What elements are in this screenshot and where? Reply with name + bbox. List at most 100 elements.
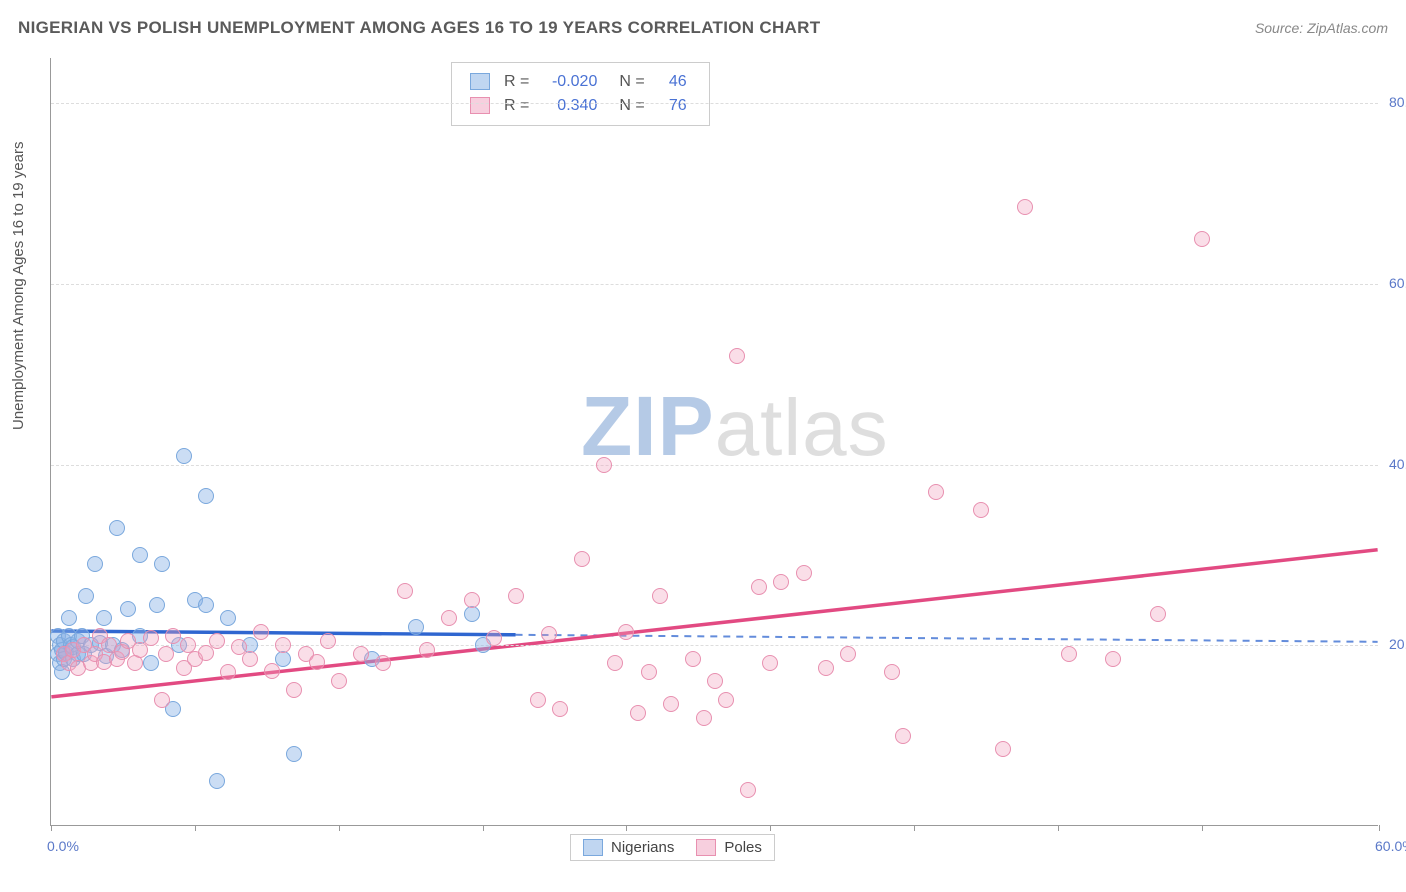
legend-swatch (696, 839, 716, 856)
x-tick (339, 825, 340, 831)
scatter-point-poles (552, 701, 568, 717)
scatter-point-poles (1105, 651, 1121, 667)
legend-series-label: Poles (724, 839, 762, 856)
scatter-point-poles (158, 646, 174, 662)
x-tick (51, 825, 52, 831)
scatter-point-poles (353, 646, 369, 662)
scatter-point-poles (696, 710, 712, 726)
scatter-point-poles (320, 633, 336, 649)
scatter-point-poles (818, 660, 834, 676)
scatter-point-nigerians (198, 488, 214, 504)
scatter-point-poles (718, 692, 734, 708)
legend-item: Poles (696, 839, 762, 856)
scatter-point-poles (895, 728, 911, 744)
scatter-point-poles (840, 646, 856, 662)
scatter-point-poles (127, 655, 143, 671)
scatter-point-poles (264, 663, 280, 679)
scatter-point-poles (1017, 199, 1033, 215)
legend-item: Nigerians (583, 839, 674, 856)
gridline (51, 284, 1378, 285)
scatter-point-nigerians (209, 773, 225, 789)
scatter-point-poles (729, 348, 745, 364)
scatter-point-nigerians (198, 597, 214, 613)
trend-lines (51, 58, 1378, 825)
legend-n-label: N = (605, 95, 650, 117)
scatter-point-poles (165, 628, 181, 644)
x-tick-label: 0.0% (47, 838, 79, 854)
scatter-point-poles (1061, 646, 1077, 662)
legend-swatch (583, 839, 603, 856)
scatter-point-poles (995, 741, 1011, 757)
scatter-point-nigerians (408, 619, 424, 635)
gridline (51, 465, 1378, 466)
scatter-point-poles (773, 574, 789, 590)
scatter-point-poles (209, 633, 225, 649)
legend-series-label: Nigerians (611, 839, 674, 856)
correlation-legend: R =-0.020N =46R =0.340N =76 (451, 62, 710, 126)
scatter-point-poles (464, 592, 480, 608)
legend-n-label: N = (605, 71, 650, 93)
watermark: ZIPatlas (581, 378, 889, 475)
scatter-point-poles (928, 484, 944, 500)
scatter-point-poles (253, 624, 269, 640)
gridline (51, 103, 1378, 104)
scatter-point-poles (740, 782, 756, 798)
x-tick (195, 825, 196, 831)
x-tick (483, 825, 484, 831)
scatter-point-poles (796, 565, 812, 581)
legend-r-value: -0.020 (543, 73, 597, 91)
y-tick-label: 20.0% (1389, 636, 1406, 652)
legend-n-value: 46 (659, 73, 687, 91)
y-tick-label: 60.0% (1389, 275, 1406, 291)
y-tick-label: 80.0% (1389, 94, 1406, 110)
scatter-point-poles (275, 637, 291, 653)
scatter-point-poles (486, 630, 502, 646)
scatter-point-nigerians (176, 448, 192, 464)
scatter-point-poles (596, 457, 612, 473)
series-legend: Nigerians Poles (570, 834, 775, 861)
scatter-point-nigerians (286, 746, 302, 762)
scatter-point-poles (309, 654, 325, 670)
scatter-point-poles (331, 673, 347, 689)
legend-r-label: R = (498, 95, 535, 117)
x-tick (770, 825, 771, 831)
scatter-point-poles (630, 705, 646, 721)
scatter-point-poles (618, 624, 634, 640)
scatter-point-poles (286, 682, 302, 698)
scatter-point-poles (541, 626, 557, 642)
x-tick (914, 825, 915, 831)
legend-swatch (470, 73, 490, 90)
scatter-point-poles (441, 610, 457, 626)
scatter-point-poles (751, 579, 767, 595)
x-tick (626, 825, 627, 831)
scatter-point-poles (154, 692, 170, 708)
source-attribution: Source: ZipAtlas.com (1255, 20, 1388, 36)
scatter-point-poles (1150, 606, 1166, 622)
scatter-point-poles (375, 655, 391, 671)
scatter-plot-area: ZIPatlas R =-0.020N =46R =0.340N =76 20.… (50, 58, 1378, 826)
scatter-point-poles (685, 651, 701, 667)
scatter-point-poles (762, 655, 778, 671)
scatter-point-poles (574, 551, 590, 567)
scatter-point-poles (242, 651, 258, 667)
scatter-point-nigerians (143, 655, 159, 671)
scatter-point-poles (508, 588, 524, 604)
scatter-point-poles (1194, 231, 1210, 247)
scatter-point-poles (652, 588, 668, 604)
y-tick-label: 40.0% (1389, 456, 1406, 472)
scatter-point-poles (607, 655, 623, 671)
scatter-point-nigerians (220, 610, 236, 626)
scatter-point-nigerians (87, 556, 103, 572)
y-axis-title: Unemployment Among Ages 16 to 19 years (10, 141, 27, 430)
legend-r-label: R = (498, 71, 535, 93)
scatter-point-poles (641, 664, 657, 680)
scatter-point-poles (220, 664, 236, 680)
scatter-point-poles (143, 630, 159, 646)
scatter-point-poles (397, 583, 413, 599)
x-tick-label: 60.0% (1375, 838, 1406, 854)
scatter-point-poles (884, 664, 900, 680)
scatter-point-nigerians (120, 601, 136, 617)
x-tick (1202, 825, 1203, 831)
chart-title: NIGERIAN VS POLISH UNEMPLOYMENT AMONG AG… (18, 18, 820, 38)
scatter-point-nigerians (78, 588, 94, 604)
